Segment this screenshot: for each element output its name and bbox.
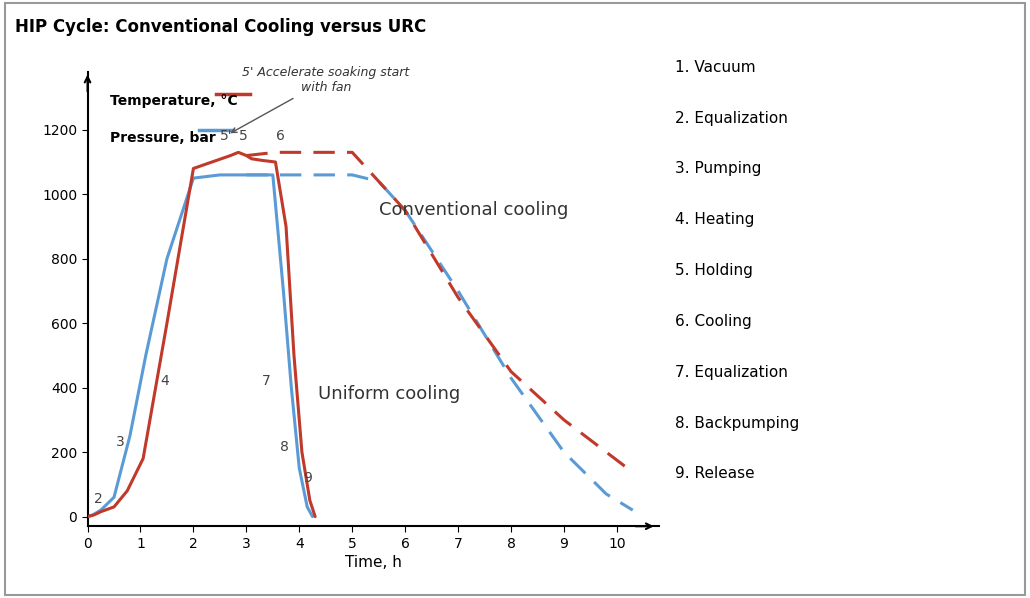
Text: 2: 2	[94, 492, 103, 506]
Text: 6: 6	[276, 129, 285, 144]
Text: 5' Accelerate soaking start
with fan: 5' Accelerate soaking start with fan	[232, 66, 409, 133]
Text: 3. Pumping: 3. Pumping	[675, 161, 761, 176]
Text: 7: 7	[262, 374, 271, 388]
Text: 9: 9	[303, 471, 312, 485]
Text: 4: 4	[160, 374, 169, 388]
Text: Uniform cooling: Uniform cooling	[318, 385, 460, 403]
Text: Temperature, °C: Temperature, °C	[110, 94, 238, 108]
Text: 7. Equalization: 7. Equalization	[675, 365, 788, 380]
Text: Pressure, bar: Pressure, bar	[110, 131, 216, 145]
Text: 5': 5'	[220, 129, 233, 144]
Text: HIP Cycle: Conventional Cooling versus URC: HIP Cycle: Conventional Cooling versus U…	[15, 18, 426, 36]
Text: 6. Cooling: 6. Cooling	[675, 314, 752, 329]
Text: 1. Vacuum: 1. Vacuum	[675, 60, 755, 75]
Text: 5: 5	[239, 129, 248, 144]
Text: 8. Backpumping: 8. Backpumping	[675, 416, 799, 431]
Text: 8: 8	[280, 440, 288, 454]
X-axis label: Time, h: Time, h	[345, 555, 402, 570]
Text: Conventional cooling: Conventional cooling	[379, 202, 568, 219]
Text: 3: 3	[116, 435, 125, 450]
Text: 5. Holding: 5. Holding	[675, 263, 753, 278]
Text: 2. Equalization: 2. Equalization	[675, 111, 788, 126]
Text: 9. Release: 9. Release	[675, 466, 754, 481]
Text: 4. Heating: 4. Heating	[675, 212, 754, 227]
